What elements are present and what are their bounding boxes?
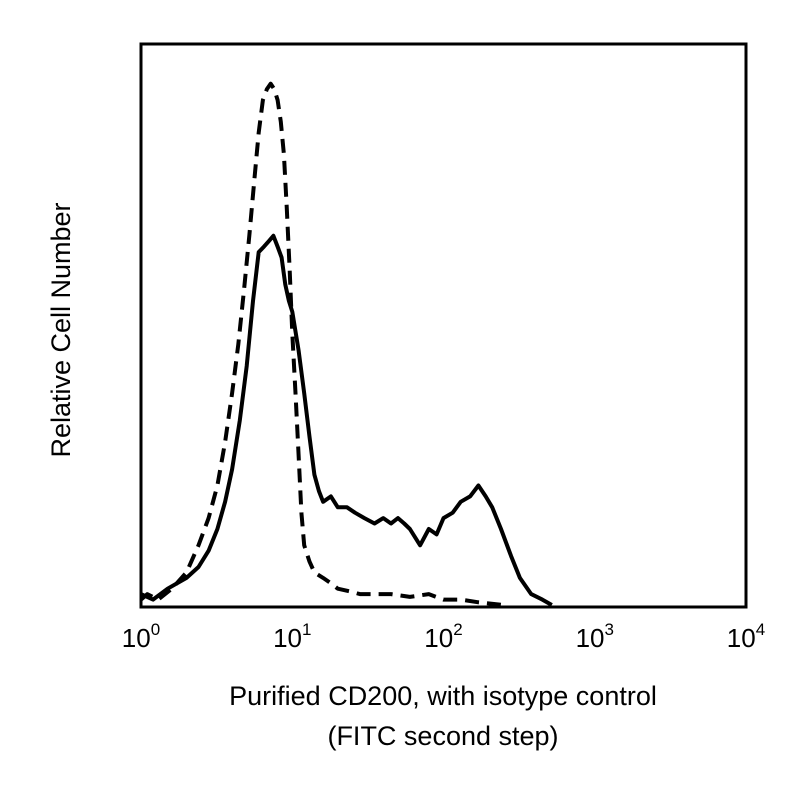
x-tick-label-2: 102 <box>424 620 462 653</box>
x-axis-label-line-1: Purified CD200, with isotype control <box>229 681 657 711</box>
series-line-dashed-0 <box>139 81 504 607</box>
x-tick-labels: 100 101 102 103 104 <box>122 620 765 653</box>
x-tick-label-4: 104 <box>727 620 765 653</box>
x-tick-label-3: 103 <box>576 620 614 653</box>
y-axis-label: Relative Cell Number <box>46 202 76 457</box>
series-line-solid-1 <box>140 233 553 607</box>
x-tick-label-0: 100 <box>122 620 160 653</box>
series-layer <box>139 81 553 607</box>
x-axis-label-line-2: (FITC second step) <box>327 721 558 751</box>
x-tick-label-1: 101 <box>273 620 311 653</box>
